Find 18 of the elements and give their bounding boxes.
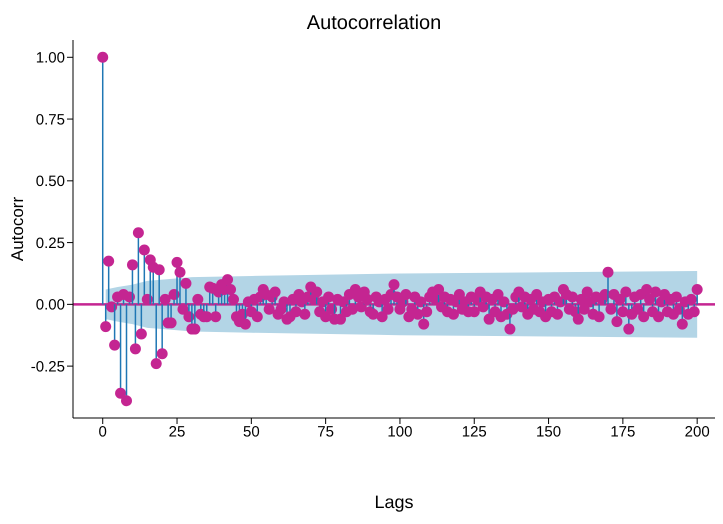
y-tick-label: 0.75 bbox=[36, 111, 65, 128]
y-tick-label: 0.25 bbox=[36, 234, 65, 252]
x-tick-label: 125 bbox=[462, 424, 487, 441]
y-tick-label: 0.00 bbox=[36, 296, 65, 314]
y-axis-title: Autocorr bbox=[8, 196, 28, 262]
x-tick-label: 0 bbox=[98, 424, 107, 441]
x-tick-label: 50 bbox=[242, 424, 260, 441]
y-tick-label: 1.00 bbox=[36, 50, 65, 67]
x-tick-label: 200 bbox=[684, 424, 710, 441]
x-tick-label: 100 bbox=[387, 424, 412, 441]
y-tick-label: 0.50 bbox=[36, 173, 65, 190]
x-axis-title: Lags bbox=[373, 492, 415, 513]
y-tick-label: -0.25 bbox=[30, 358, 65, 376]
x-tick-label: 25 bbox=[168, 424, 186, 441]
chart-title: Autocorrelation bbox=[306, 12, 442, 35]
x-tick-label: 175 bbox=[610, 424, 636, 441]
x-tick-label: 75 bbox=[317, 424, 334, 441]
x-tick-label: 150 bbox=[536, 424, 562, 441]
